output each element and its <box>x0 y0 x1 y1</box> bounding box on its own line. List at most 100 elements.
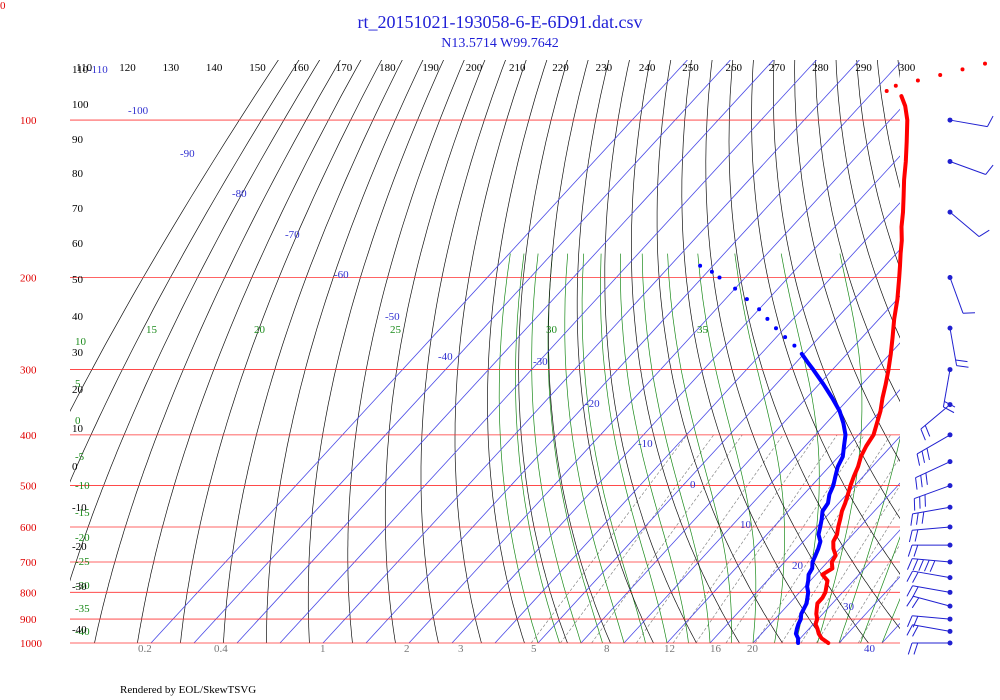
wind-barb-flag <box>906 624 914 636</box>
dewpoint-dot <box>757 307 762 312</box>
pressure-tick-label: 300 <box>20 365 37 377</box>
dry-adiabat <box>751 60 900 575</box>
moist-adiabat <box>564 253 625 644</box>
isotherm-line <box>752 482 900 644</box>
left-axis-label: -40 <box>72 624 87 636</box>
mixing-ratio-label: 12 <box>664 643 675 655</box>
dry-adiabat <box>794 60 900 462</box>
wind-barb-flag <box>916 453 921 466</box>
mixing-ratio-line <box>839 543 900 644</box>
wind-barb-flag <box>912 558 919 571</box>
pressure-tick-label: 1000 <box>20 638 43 650</box>
wind-barb-staff <box>949 211 980 237</box>
isotherm-line <box>881 622 900 644</box>
theta-e-label: 25 <box>390 324 402 336</box>
mixing-ratio-label: 2 <box>404 643 410 655</box>
mixing-ratio-line <box>725 434 865 644</box>
theta-label: 220 <box>552 62 569 74</box>
wind-barb <box>908 524 953 543</box>
dry-adiabat <box>384 60 486 644</box>
wind-barb-flag <box>912 586 919 598</box>
dewpoint-dot <box>717 275 722 280</box>
dry-adiabat <box>548 60 611 644</box>
mixing-ratio-label: 16 <box>710 643 722 655</box>
wind-barb-flag <box>912 625 919 637</box>
left-axis-label: 20 <box>72 384 84 396</box>
wind-barb-flag <box>908 530 913 543</box>
theta-label: 110 <box>76 62 93 74</box>
isotherm-line <box>623 342 900 644</box>
wind-barb-flag <box>906 558 913 570</box>
wind-barb <box>947 274 976 314</box>
pressure-tick-label: 400 <box>20 430 37 442</box>
isotherm-line <box>494 202 900 644</box>
mixing-ratio-line <box>754 434 891 644</box>
wind-barb-flag <box>911 597 920 609</box>
left-axis-label: 30 <box>72 347 84 359</box>
wind-barb-flag <box>924 425 931 437</box>
temperature-dot <box>938 73 943 77</box>
dry-adiabat <box>70 60 279 412</box>
wind-barb-staff <box>912 615 951 620</box>
mixing-ratio-label: 20 <box>747 643 759 655</box>
theta-label: 290 <box>855 62 872 74</box>
isotherm-label: -50 <box>385 311 400 323</box>
wind-barb <box>906 585 953 598</box>
wind-barb-flag <box>906 615 913 628</box>
theta-e-label: 20 <box>254 324 266 336</box>
mixing-ratio-line <box>530 434 688 644</box>
wind-barb-staff <box>912 558 951 563</box>
theta-label: 250 <box>682 62 699 74</box>
theta-e-label: 10 <box>75 336 87 348</box>
theta-label: 270 <box>769 62 786 74</box>
dry-adiabat <box>307 60 444 644</box>
mixing-ratio-line <box>816 507 900 644</box>
isotherm-line <box>795 529 900 644</box>
theta-e-label: -20 <box>75 532 90 544</box>
isotherm-line <box>925 4 1000 643</box>
wind-barb <box>906 624 953 637</box>
wind-barb-staff <box>942 369 951 408</box>
wind-barb-staff <box>949 119 988 128</box>
dry-adiabat <box>94 60 341 644</box>
wind-barb-staff <box>912 506 951 515</box>
theta-label: 160 <box>293 62 310 74</box>
axis-labels: -110-100-90-80-70-60-50-40 -30-20-1001020… <box>72 62 916 655</box>
temperature-dot <box>893 83 898 88</box>
wind-barb-flag <box>929 560 936 572</box>
left-axis-label: 110 <box>72 64 89 76</box>
isotherm-line <box>236 60 774 644</box>
left-axis-label: 50 <box>72 274 84 286</box>
pressure-tick-label: 900 <box>20 614 37 626</box>
temperature-series <box>813 61 987 645</box>
wind-barb-flag <box>925 472 928 485</box>
corner-label: 0 <box>0 0 6 12</box>
left-axis-label: 80 <box>72 168 84 180</box>
moist-adiabat <box>697 253 757 644</box>
left-axis-label: 100 <box>72 99 89 111</box>
chart-title: rt_20151021-193058-6-E-6D91.dat.csv <box>357 12 643 32</box>
wind-barb <box>916 432 953 466</box>
isotherm-line <box>322 60 860 644</box>
wind-barb-flag <box>926 448 930 461</box>
theta-label: 230 <box>596 62 613 74</box>
dry-adiabat <box>897 60 900 79</box>
wind-barb <box>947 158 994 175</box>
dewpoint-dot <box>783 335 788 340</box>
dewpoint-series <box>698 263 848 645</box>
wind-barb-flag <box>913 642 919 655</box>
pressure-tick-label: 500 <box>20 481 37 493</box>
moist-adiabat <box>498 253 539 644</box>
theta-label: 170 <box>336 62 353 74</box>
wind-barb-flag <box>985 164 994 175</box>
pressure-tick-label: 800 <box>20 587 37 599</box>
dry-adiabat <box>681 60 826 644</box>
theta-label: 120 <box>119 62 136 74</box>
left-axis-label: -20 <box>72 541 87 553</box>
theta-label: 190 <box>422 62 439 74</box>
mixing-ratio-label: 8 <box>604 643 610 655</box>
wind-barb-staff <box>916 434 951 455</box>
pressure-tick-label: 100 <box>20 115 37 127</box>
theta-label: 180 <box>379 62 396 74</box>
temperature-dot <box>884 89 889 93</box>
